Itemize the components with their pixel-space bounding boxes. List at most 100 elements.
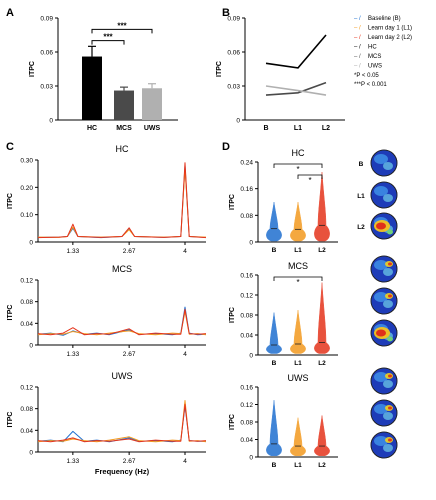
x-tick-label: MCS <box>116 125 132 132</box>
y-tick-label: 0.12 <box>240 402 253 409</box>
y-axis-label: ITPC <box>216 61 223 77</box>
topomap-outline <box>370 181 398 209</box>
violin-body <box>290 309 306 354</box>
topomap <box>370 149 398 177</box>
topomap-blob <box>374 154 388 164</box>
topomap-outline <box>370 287 398 315</box>
topomap <box>370 181 398 209</box>
x-axis-label: Frequency (Hz) <box>95 467 150 476</box>
y-tick-label: 0 <box>29 240 33 247</box>
topomap <box>370 255 398 283</box>
topomap-blob <box>387 229 393 235</box>
y-tick-label: 0.12 <box>20 385 33 392</box>
violin-title: UWS <box>288 373 309 383</box>
y-tick-label: 0.04 <box>240 333 253 340</box>
x-tick-label: B <box>263 125 268 132</box>
legend-marker: – / <box>354 45 361 51</box>
x-tick-label: 2.67 <box>123 351 136 358</box>
significance-label: * <box>296 278 299 287</box>
topomap-blob <box>374 260 388 270</box>
significance-label: *** <box>103 33 113 42</box>
y-axis-label: ITPC <box>7 412 14 428</box>
legend-marker: – / <box>354 26 361 32</box>
legend-label: Baseline (B) <box>368 16 401 22</box>
y-axis-label: ITPC <box>229 414 236 430</box>
topomap-label: L2 <box>357 224 365 231</box>
x-tick-label: UWS <box>144 125 161 132</box>
x-tick-label: B <box>272 247 277 254</box>
y-tick-label: 0.06 <box>227 50 240 57</box>
y-tick-label: 0.04 <box>20 321 33 328</box>
y-tick-label: 0 <box>249 455 253 462</box>
y-tick-label: 0.16 <box>240 186 253 193</box>
spectrum-title: HC <box>116 144 129 154</box>
x-tick-label: 2.67 <box>123 458 136 465</box>
y-tick-label: 0.03 <box>227 84 240 91</box>
topomap-blob <box>383 194 393 202</box>
y-tick-label: 0.30 <box>20 158 33 165</box>
spectrum-c-mcs: MCS 0.12 0.08 0.04 0 ITPC 1.33 2.67 4 <box>7 264 207 358</box>
significance-bracket <box>273 276 323 281</box>
topomap-blob <box>383 268 393 276</box>
topomap <box>370 367 398 395</box>
y-tick-label: 0 <box>236 118 240 125</box>
x-tick-label: L1 <box>294 462 302 469</box>
violin-title: HC <box>292 148 305 158</box>
bar <box>142 88 162 120</box>
y-tick-label: 0.09 <box>227 16 240 23</box>
topomap-blob <box>383 300 393 308</box>
x-tick-label: 1.33 <box>67 248 80 255</box>
violin-body <box>314 282 330 354</box>
y-tick-label: 0.08 <box>240 213 253 220</box>
violin-group-d-mcs: MCS 0.16 0.12 0.08 0.04 0 ITPC B L1 L2 * <box>229 261 338 367</box>
x-tick-label: B <box>272 462 277 469</box>
series-line-l1 <box>37 400 207 443</box>
topomap <box>370 319 398 347</box>
violin-group-d-hc: HC 0.24 0.16 0.08 0 ITPC B L1 L2 * * <box>229 148 338 254</box>
topomap-outline <box>370 255 398 283</box>
legend-label: Learn day 1 (L1) <box>368 26 412 32</box>
spectrum-title: MCS <box>112 264 132 274</box>
series-line-l1 <box>37 167 207 238</box>
x-tick-label: L1 <box>294 360 302 367</box>
topomap <box>370 399 398 427</box>
legend: – / Baseline (B) – / Learn day 1 (L1) – / Lea… <box>354 16 412 88</box>
y-axis-label: ITPC <box>29 61 36 77</box>
topomap-blob <box>388 294 392 298</box>
y-tick-label: 0 <box>249 240 253 247</box>
topomap-blob <box>388 374 392 378</box>
series-line-l2 <box>37 308 207 336</box>
violin-body <box>266 312 282 354</box>
bar <box>82 56 102 120</box>
spectrum-title: UWS <box>112 371 133 381</box>
legend-note: ***P < 0.001 <box>354 82 387 88</box>
x-tick-label: L2 <box>318 247 326 254</box>
violin-group-d-uws: UWS 0.16 0.12 0.08 0.04 0 ITPC B L1 L2 <box>229 373 338 469</box>
bar <box>114 90 134 120</box>
spectrum-c-uws: UWS 0.12 0.08 0.04 0 ITPC 1.33 2.67 4 Frequency (… <box>7 371 207 476</box>
topomap-outline <box>370 319 398 347</box>
y-tick-label: 0.03 <box>40 84 53 91</box>
violin-body <box>314 415 330 456</box>
panel-label-b: B <box>222 7 230 19</box>
topomap-blob <box>376 222 386 230</box>
legend-marker: – / <box>354 16 361 22</box>
y-tick-label: 0.10 <box>20 212 33 219</box>
topomap-blob <box>387 336 393 342</box>
topomap <box>370 287 398 315</box>
legend-label: Learn day 2 (L2) <box>368 35 412 41</box>
y-tick-label: 0.12 <box>20 278 33 285</box>
y-tick-label: 0.04 <box>240 437 253 444</box>
topomap-outline <box>370 212 398 240</box>
violin-body <box>290 201 306 242</box>
y-axis-label: ITPC <box>229 194 236 210</box>
y-tick-label: 0 <box>249 353 253 360</box>
x-tick-label: L2 <box>318 462 326 469</box>
panel-b-line-chart: 0.09 0.06 0.03 0 ITPC B L1 L2 <box>216 16 345 132</box>
panel-label-a: A <box>6 7 14 19</box>
x-tick-label: L1 <box>294 247 302 254</box>
topomap-blob <box>383 162 393 170</box>
series-line-l2 <box>37 403 207 443</box>
topomap-blob <box>374 186 388 196</box>
x-tick-label: 4 <box>183 248 187 255</box>
